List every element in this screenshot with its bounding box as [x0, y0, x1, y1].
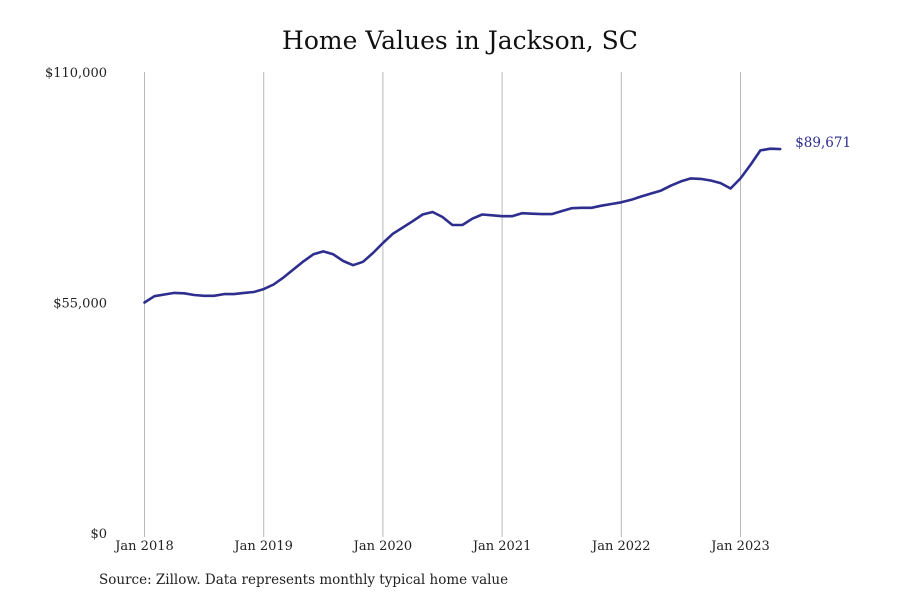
x-tick-label: Jan 2022: [590, 539, 651, 554]
x-tick-label: Jan 2019: [232, 539, 293, 554]
y-axis-tick-labels: $0 $55,000 $110,000: [45, 66, 107, 542]
end-value-label: $89,671: [795, 135, 851, 151]
series-line: [143, 147, 782, 304]
x-tick-label: Jan 2020: [352, 539, 413, 554]
x-axis-tick-labels: Jan 2018 Jan 2019 Jan 2020 Jan 2021 Jan 2022…: [113, 539, 770, 554]
gridlines: [144, 72, 741, 537]
x-tick-label: Jan 2021: [471, 539, 532, 554]
y-tick-label: $0: [90, 527, 107, 542]
x-tick-label: Jan 2023: [709, 539, 770, 554]
source-note: Source: Zillow. Data represents monthly …: [99, 572, 509, 588]
x-tick-label: Jan 2018: [113, 539, 174, 554]
end-label-layer: $89,671: [795, 135, 851, 151]
chart-title: Home Values in Jackson, SC: [282, 26, 638, 55]
y-tick-label: $110,000: [45, 66, 107, 81]
series-layer: [143, 147, 782, 304]
y-tick-label: $55,000: [53, 297, 107, 312]
